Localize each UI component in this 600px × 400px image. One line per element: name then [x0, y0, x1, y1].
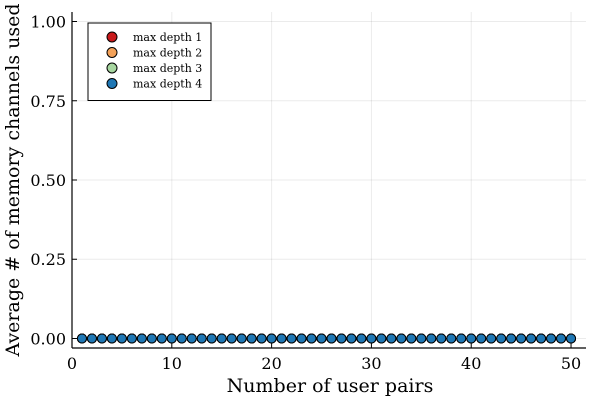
data-point	[256, 333, 267, 344]
data-point	[476, 333, 487, 344]
data-point	[276, 333, 287, 344]
tick-labels: 0 10 20 30 40 50 0.00 0.25 0.50 0.75 1.00	[30, 13, 581, 373]
y-axis-title: Average # of memory channels used	[2, 3, 24, 357]
legend-marker	[106, 62, 118, 74]
data-point	[86, 333, 97, 344]
data-point	[136, 333, 147, 344]
data-point	[286, 333, 297, 344]
data-point	[316, 333, 327, 344]
data-point	[176, 333, 187, 344]
legend: max depth 1 max depth 2 max depth 3 max dep…	[87, 22, 212, 101]
x-tick-label: 30	[361, 354, 381, 373]
data-point	[346, 333, 357, 344]
legend-label: max depth 3	[133, 62, 202, 75]
data-point	[216, 333, 227, 344]
data-point	[76, 333, 87, 344]
data-point	[426, 333, 437, 344]
data-point	[536, 333, 547, 344]
legend-marker	[106, 78, 118, 89]
data-point	[556, 333, 567, 344]
data-points	[76, 333, 577, 344]
data-point	[246, 333, 257, 344]
x-tick-label: 0	[67, 354, 77, 373]
data-point	[386, 333, 397, 344]
data-point	[396, 333, 407, 344]
x-tick-label: 50	[561, 354, 581, 373]
data-point	[196, 333, 207, 344]
axes	[71, 12, 586, 349]
y-tick-label: 1.00	[30, 13, 66, 32]
data-point	[186, 333, 197, 344]
x-tick-label: 20	[261, 354, 281, 373]
data-point	[416, 333, 427, 344]
data-point	[326, 333, 337, 344]
data-point	[506, 333, 517, 344]
data-point	[266, 333, 277, 344]
x-axis-title: Number of user pairs	[227, 375, 434, 397]
data-point	[146, 333, 157, 344]
y-tick-label: 0.25	[30, 250, 66, 269]
data-point	[96, 333, 107, 344]
data-point	[356, 333, 367, 344]
data-point	[496, 333, 507, 344]
data-point	[456, 333, 467, 344]
legend-label: max depth 4	[133, 78, 202, 91]
data-point	[226, 333, 237, 344]
data-point	[446, 333, 457, 344]
data-point	[236, 333, 247, 344]
y-tick-label: 0.00	[30, 329, 66, 348]
data-point	[106, 333, 117, 344]
data-point	[376, 333, 387, 344]
data-point	[436, 333, 447, 344]
data-point	[486, 333, 497, 344]
data-point	[546, 333, 557, 344]
data-point	[466, 333, 477, 344]
legend-label: max depth 2	[133, 47, 202, 60]
data-point	[566, 333, 577, 344]
data-point	[296, 333, 307, 344]
data-point	[156, 333, 167, 344]
data-point	[366, 333, 377, 344]
legend-marker	[106, 47, 118, 58]
data-point	[406, 333, 417, 344]
data-point	[306, 333, 317, 344]
data-point	[206, 333, 217, 344]
y-tick-label: 0.50	[30, 171, 66, 190]
data-point	[116, 333, 127, 344]
data-point	[516, 333, 527, 344]
legend-marker	[106, 31, 118, 43]
x-tick-label: 10	[162, 354, 182, 373]
data-point	[526, 333, 537, 344]
data-point	[126, 333, 137, 344]
data-point	[336, 333, 347, 344]
x-tick-label: 40	[461, 354, 481, 373]
y-tick-label: 0.75	[30, 92, 66, 111]
data-point	[166, 333, 177, 344]
legend-label: max depth 1	[133, 31, 202, 44]
